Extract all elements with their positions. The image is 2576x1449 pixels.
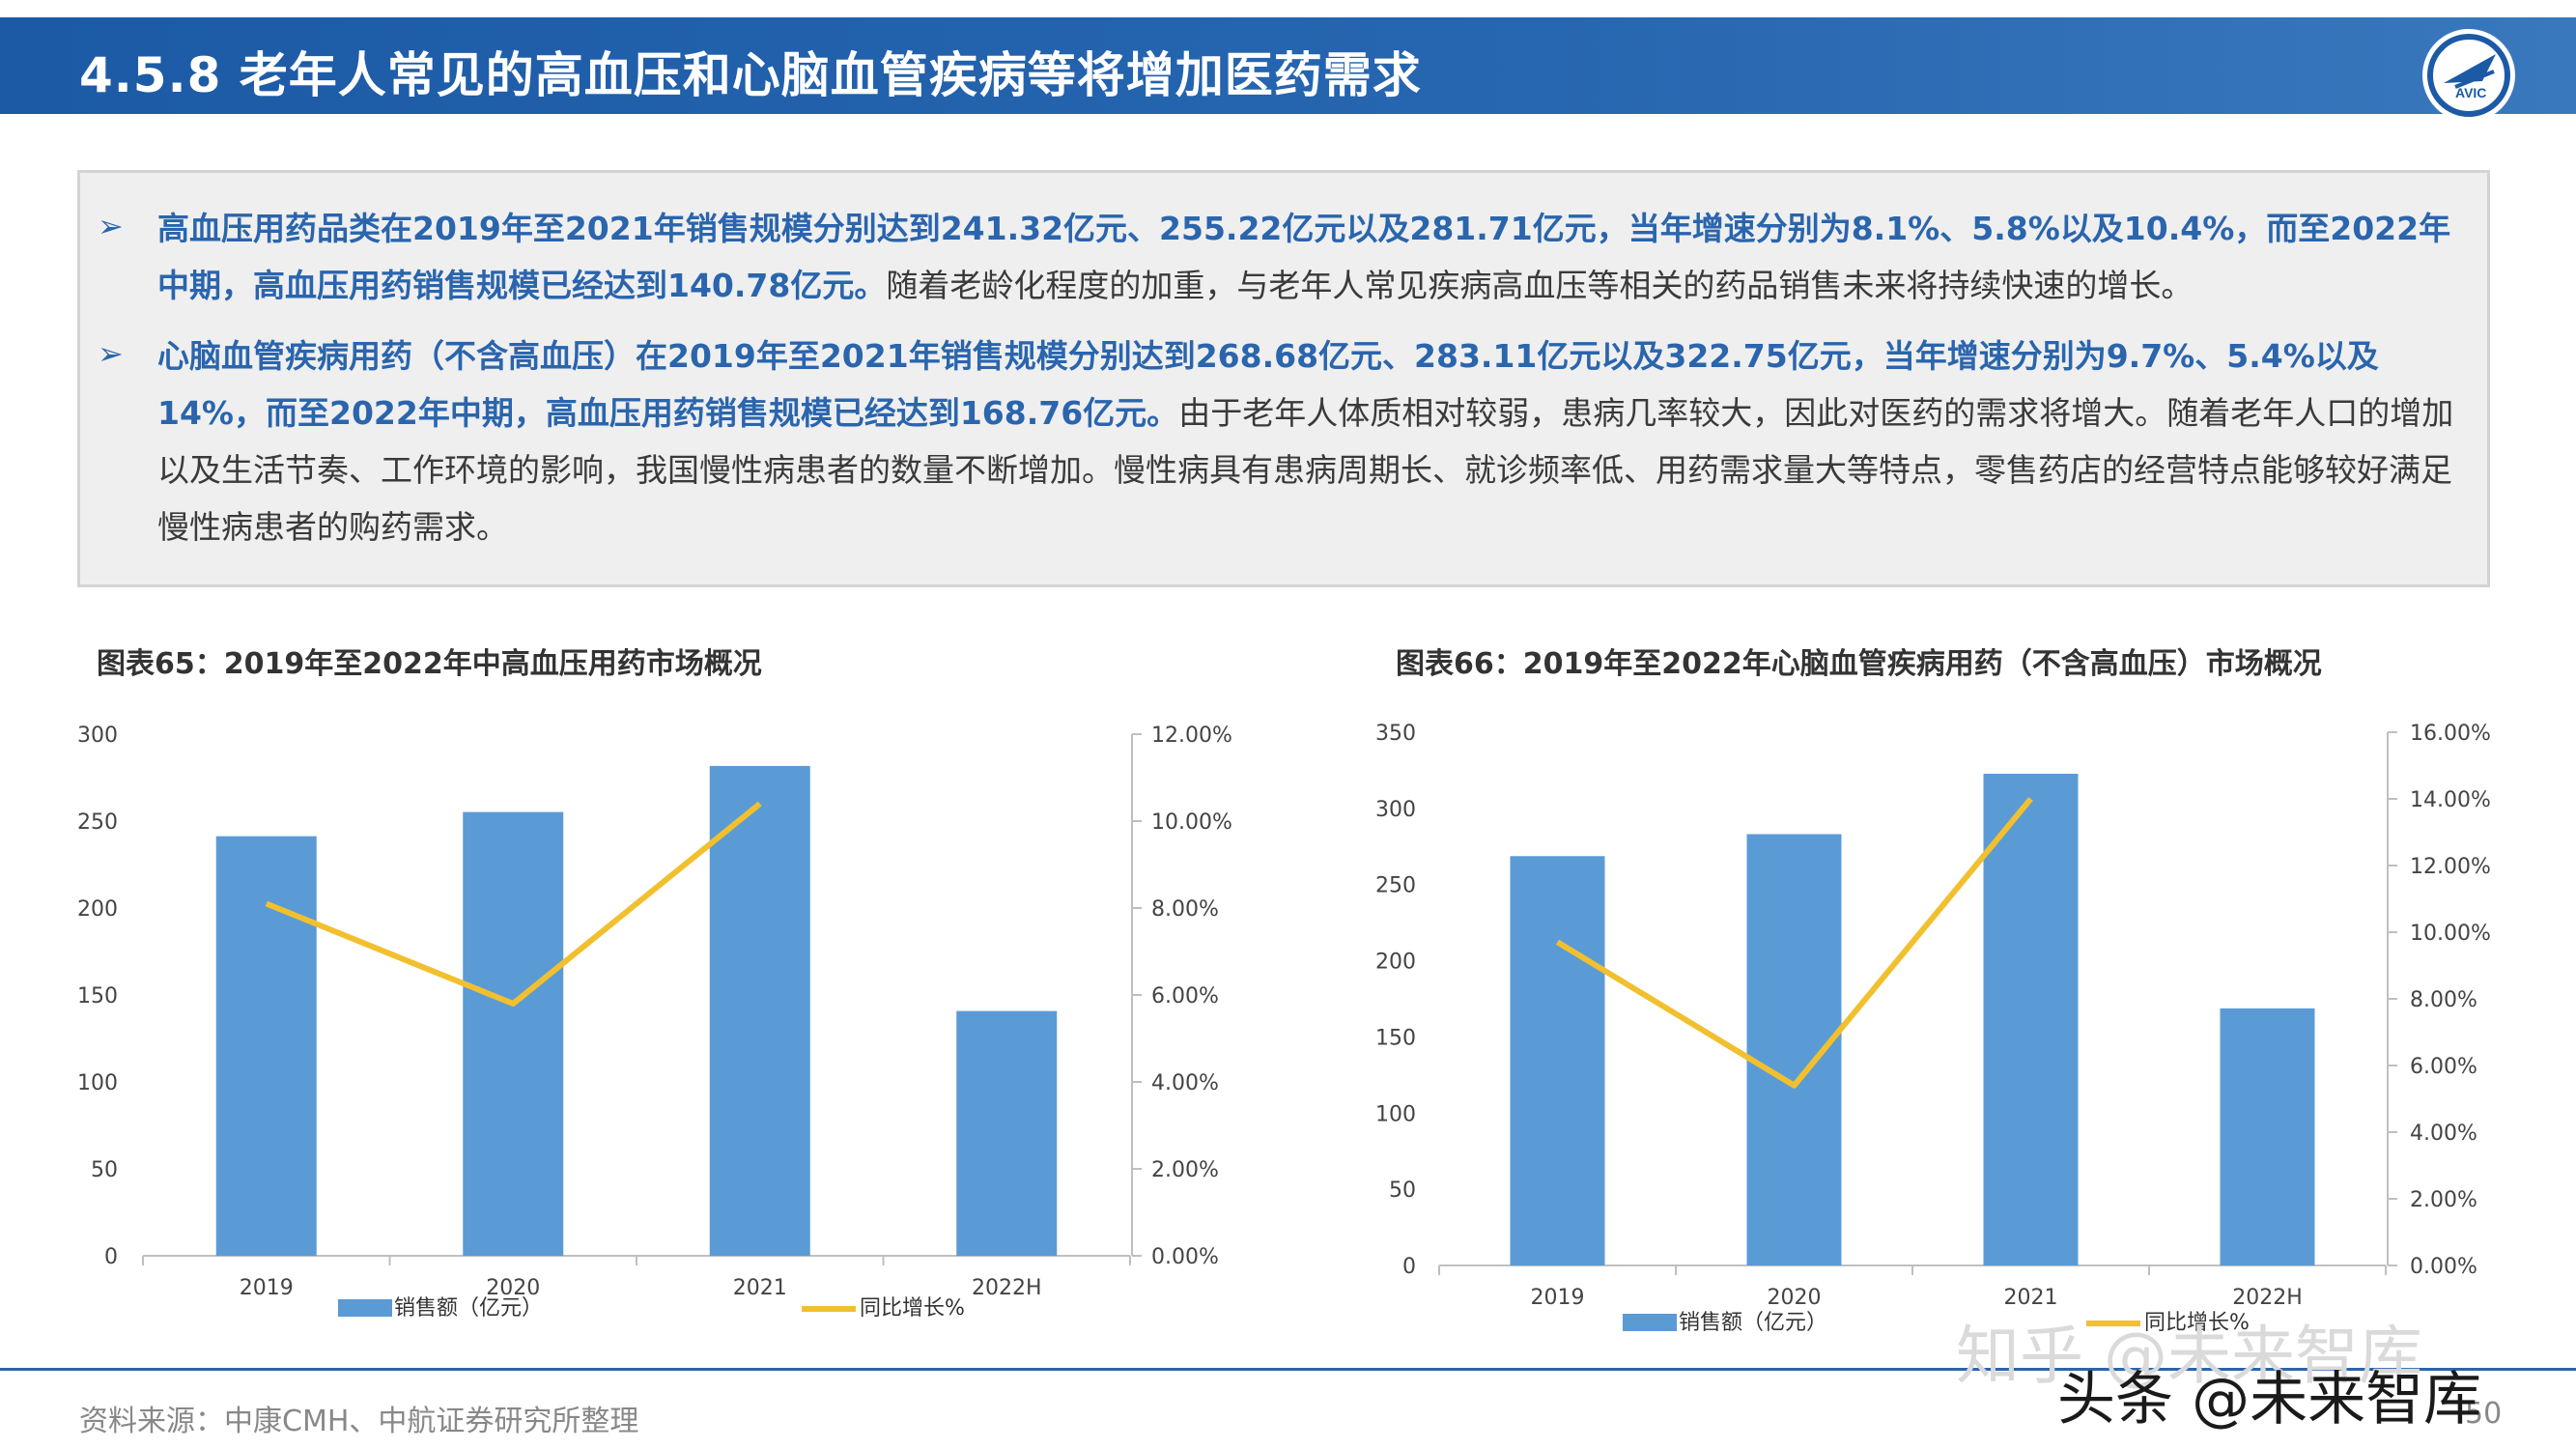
c65-y-left-tick: 200	[77, 897, 118, 922]
c65-y-right-tick: 4.00%	[1151, 1071, 1219, 1095]
footer-divider	[0, 1368, 2576, 1371]
c66-bar	[2220, 1008, 2315, 1265]
summary-paragraph-2: 心脑血管疾病用药（不含高血压）在2019年至2021年销售规模分别达到268.6…	[157, 327, 2456, 555]
title-bar: 4.5.8 老年人常见的高血压和心脑血管疾病等将增加医药需求 AVIC	[0, 17, 2576, 122]
c66-y-right-tick: 8.00%	[2410, 988, 2477, 1012]
bullet-arrow-icon: ➢	[98, 208, 124, 244]
c65-legend-bar-label: 销售额（亿元）	[394, 1296, 543, 1321]
c66-y-left-tick: 200	[1375, 951, 1416, 975]
c65-bar	[709, 765, 810, 1256]
c65-y-right-tick: 2.00%	[1151, 1158, 1219, 1182]
c65-y-left-tick: 150	[77, 984, 118, 1009]
c65-y-right-tick: 6.00%	[1151, 984, 1219, 1009]
c65-x-tick-label: 2022H	[972, 1276, 1042, 1300]
c66-legend-line-label: 同比增长%	[2144, 1311, 2250, 1335]
c65-legend-bar-swatch	[338, 1299, 392, 1317]
c65-y-left-tick: 250	[77, 810, 118, 835]
c66-x-tick-label: 2019	[1531, 1286, 1585, 1310]
summary-box: ➢ 高血压用药品类在2019年至2021年销售规模分别达到241.32亿元、25…	[77, 170, 2490, 587]
summary-p1-highlight: 高血压用药品类在2019年至2021年销售规模分别达到241.32亿元、255.…	[157, 210, 2451, 304]
c65-y-left-tick: 50	[91, 1158, 118, 1182]
c66-bar	[1983, 773, 2079, 1265]
avic-logo: AVIC	[2422, 29, 2515, 122]
c65-y-left-tick: 100	[77, 1071, 118, 1095]
c65-x-tick-label: 2019	[240, 1276, 294, 1300]
c66-y-left-tick: 350	[1375, 722, 1416, 746]
page-title: 4.5.8 老年人常见的高血压和心脑血管疾病等将增加医药需求	[79, 47, 1422, 103]
c66-y-right-tick: 0.00%	[2410, 1255, 2477, 1279]
c65-y-right-tick: 0.00%	[1151, 1245, 1219, 1269]
c65-legend-line-label: 同比增长%	[860, 1296, 965, 1321]
c66-x-tick-label: 2022H	[2232, 1286, 2303, 1310]
logo-text: AVIC	[2455, 85, 2487, 100]
summary-p1-text: 随着老龄化程度的加重，与老年人常见疾病高血压等相关的药品销售未来将持续快速的增长…	[886, 267, 2194, 304]
c66-bar	[1510, 856, 1605, 1265]
c66-x-tick-label: 2021	[2004, 1286, 2058, 1310]
source-note: 资料来源：中康CMH、中航证券研究所整理	[79, 1405, 639, 1438]
chart-66-title: 图表66：2019年至2022年心脑血管疾病用药（不含高血压）市场概况	[1396, 647, 2322, 681]
c66-legend-bar-swatch	[1623, 1314, 1677, 1331]
c66-y-right-tick: 6.00%	[2410, 1055, 2477, 1079]
c65-bar	[463, 811, 564, 1256]
c66-y-right-tick: 16.00%	[2410, 722, 2491, 746]
chart-65-title: 图表65：2019年至2022年中高血压用药市场概况	[97, 647, 762, 681]
c66-y-left-tick: 0	[1402, 1255, 1416, 1279]
c66-y-right-tick: 4.00%	[2410, 1122, 2477, 1146]
c66-x-tick-label: 2020	[1768, 1286, 1822, 1310]
c66-y-left-tick: 100	[1375, 1102, 1416, 1126]
c66-y-left-tick: 300	[1375, 798, 1416, 822]
watermark-toutiao: 头条 @未来智库	[2057, 1366, 2482, 1434]
c65-x-tick-label: 2021	[733, 1276, 787, 1300]
page-number: 50	[2465, 1397, 2503, 1431]
summary-p2-highlight: 心脑血管疾病用药（不含高血压）在2019年至2021年销售规模分别达到268.6…	[157, 337, 2379, 432]
c66-y-left-tick: 50	[1389, 1179, 1416, 1203]
c66-y-left-tick: 250	[1375, 874, 1416, 898]
c66-y-right-tick: 14.00%	[2410, 788, 2491, 812]
c65-y-left-tick: 0	[104, 1245, 118, 1269]
c65-x-tick-label: 2020	[486, 1276, 540, 1300]
c65-y-left-tick: 300	[77, 724, 118, 748]
c65-y-right-tick: 8.00%	[1151, 897, 1219, 922]
c65-y-right-tick: 10.00%	[1151, 810, 1232, 835]
watermark-zhihu: 知乎 @未来智库	[1956, 1319, 2422, 1393]
avic-logo-icon	[2427, 34, 2510, 117]
c66-y-right-tick: 12.00%	[2410, 855, 2491, 879]
summary-p2-text: 由于老年人体质相对较弱，患病几率较大，因此对医药的需求将增大。随着老年人口的增加…	[157, 394, 2454, 546]
c66-y-right-tick: 10.00%	[2410, 922, 2491, 946]
c66-legend-bar-label: 销售额（亿元）	[1679, 1311, 1827, 1335]
c65-y-right-tick: 12.00%	[1151, 724, 1232, 748]
c66-y-right-tick: 2.00%	[2410, 1188, 2477, 1212]
summary-paragraph-1: 高血压用药品类在2019年至2021年销售规模分别达到241.32亿元、255.…	[157, 200, 2456, 314]
c65-bar	[956, 1010, 1058, 1256]
c66-growth-line	[1555, 797, 2033, 1089]
bullet-arrow-icon: ➢	[98, 335, 124, 372]
c65-bar	[215, 836, 317, 1256]
c66-y-left-tick: 150	[1375, 1026, 1416, 1050]
c65-growth-line	[265, 801, 762, 1007]
